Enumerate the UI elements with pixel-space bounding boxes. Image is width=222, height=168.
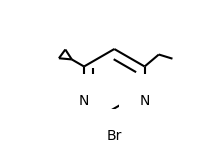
Text: N: N <box>79 94 89 109</box>
Text: Br: Br <box>107 130 122 143</box>
Text: N: N <box>139 94 150 109</box>
